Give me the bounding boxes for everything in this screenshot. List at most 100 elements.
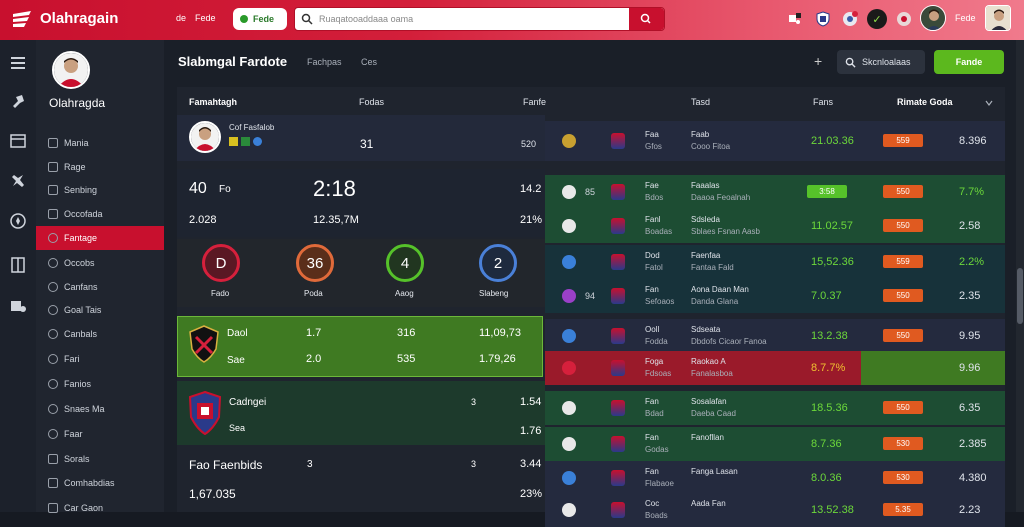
sidebar-item[interactable]: Senbing (36, 178, 164, 202)
header-link-2[interactable]: Ces (361, 57, 378, 67)
sidebar-item[interactable]: Fari (36, 347, 164, 371)
share-icon[interactable] (9, 296, 27, 314)
sidebar-item[interactable]: Canfans (36, 275, 164, 299)
odds-badge[interactable]: 5.35 (883, 503, 923, 516)
team-logo-icon (562, 219, 576, 233)
layout-icon[interactable] (9, 256, 27, 274)
score-d: 12.35,7M (313, 214, 359, 226)
window-icon[interactable] (9, 132, 27, 150)
odds-badge[interactable]: 550 (883, 219, 923, 232)
column-header-3[interactable]: Fanfe (523, 97, 547, 107)
sidebar-item[interactable]: Occobs (36, 251, 164, 275)
sidebar-avatar[interactable] (52, 51, 90, 89)
sidebar-item[interactable]: Sorals (36, 447, 164, 471)
top-link-2[interactable]: Fede (195, 13, 216, 23)
match-row[interactable]: Fan Bdad Sosalafan Daeba Caad 18.5.36 550 6.35 (545, 391, 1005, 425)
scrollbar[interactable] (1016, 40, 1024, 512)
match-row[interactable]: Fan Flabaoe Fanga Lasan 8.0.36 530 4.380 (545, 461, 1005, 495)
sidebar-item[interactable]: Rage (36, 155, 164, 179)
score-c: 2.028 (189, 214, 217, 226)
sidebar-item[interactable]: Fantage (36, 226, 164, 250)
sidebar-item-label: Snaes Ma (64, 404, 105, 414)
header-link-1[interactable]: Fachpas (307, 57, 342, 67)
user-avatar[interactable] (985, 5, 1011, 31)
sidebar-item[interactable]: Goal Tais (36, 298, 164, 322)
puzzle-icon[interactable] (786, 10, 804, 28)
summary-v1: 3 (307, 459, 313, 470)
match-row[interactable]: Coc Boads Aada Fan 13.52.38 5.35 2.23 (545, 493, 1005, 527)
match-detail-b: Fanalasboa (691, 369, 733, 378)
match-row[interactable]: Fanl Boadas Sdsleda Sblaes Fsnan Aasb 11.02.… (545, 209, 1005, 243)
team-crest-icon (611, 254, 625, 270)
shield-icon[interactable] (814, 10, 832, 28)
odds-badge[interactable]: 550 (883, 401, 923, 414)
search-bar[interactable]: Ruaqatooaddaaa oama (294, 7, 665, 31)
sidebar-item[interactable]: Car Gaon (36, 496, 164, 520)
match-score: 13.52.38 (811, 504, 854, 516)
region-pill-button[interactable]: Fede (233, 8, 287, 30)
team-block[interactable] (177, 381, 545, 445)
stat-ring-4[interactable]: 2 (479, 244, 517, 282)
odds-badge[interactable]: 550 (883, 329, 923, 342)
notification-icon[interactable] (841, 10, 859, 28)
search-button[interactable] (629, 8, 664, 30)
chevron-down-icon[interactable] (985, 99, 993, 107)
avatar[interactable] (920, 5, 946, 31)
match-row[interactable]: 85 Fae Bdos Faaalas Daaoa Feoalnah 3:58 550 7.7… (545, 175, 1005, 209)
sidebar-item-label: Mania (64, 138, 89, 148)
sidebar-item[interactable]: Canbals (36, 322, 164, 346)
circle-icon (48, 282, 58, 292)
match-row[interactable]: Foga Fdsoas Raokao A Fanalasboa 8.7.7% 9.96 (545, 351, 1005, 385)
team-crest-icon (611, 436, 625, 452)
team-b: Boads (645, 511, 668, 520)
match-detail-a: Faenfaa (691, 251, 721, 260)
sidebar-item[interactable]: Fanios (36, 372, 164, 396)
settings-icon[interactable] (895, 10, 913, 28)
profile-row[interactable] (177, 115, 545, 161)
sidebar-item[interactable]: Occofada (36, 202, 164, 226)
circle-icon (48, 233, 58, 243)
scrollbar-thumb[interactable] (1017, 268, 1023, 324)
column-header-5[interactable]: Fans (813, 97, 834, 107)
column-header-6[interactable]: Rimate Goda (897, 97, 953, 107)
match-row[interactable]: Fan Godas Fanofllan 8.7.36 530 2.385 (545, 427, 1005, 461)
stat-ring-3[interactable]: 4 (386, 244, 424, 282)
odds-badge[interactable]: 550 (883, 185, 923, 198)
add-icon[interactable]: + (814, 53, 823, 69)
sidebar-item[interactable]: Comhabdias (36, 471, 164, 495)
odds-badge[interactable]: 559 (883, 255, 923, 268)
odds-badge[interactable]: 530 (883, 437, 923, 450)
match-detail-a: Fanofllan (691, 433, 724, 442)
column-header-1[interactable]: Famahtagh (189, 97, 238, 107)
brand-name[interactable]: Olahragain (40, 10, 119, 27)
sidebar-item[interactable]: Snaes Ma (36, 397, 164, 421)
match-row[interactable]: Faa Gfos Faab Cooo Fitoa 21.03.36 559 8.396 (545, 121, 1005, 161)
stat-ring-1[interactable]: D (202, 244, 240, 282)
match-row[interactable]: Ooll Fodda Sdseata Dbdofs Cicaor Fanoa 13.2.… (545, 319, 1005, 353)
highlight-block[interactable] (177, 316, 543, 377)
menu-icon[interactable] (9, 54, 27, 72)
column-header-4[interactable]: Tasd (691, 97, 711, 107)
pin-icon[interactable] (9, 92, 27, 110)
user-label[interactable]: Fede (955, 13, 976, 23)
match-row[interactable]: Dod Fatol Faenfaa Fantaa Fald 15,52.36 559 2.2… (545, 245, 1005, 279)
search-input[interactable]: Ruaqatooaddaaa oama (319, 14, 414, 24)
match-score: 7.0.37 (811, 290, 842, 302)
sport-icon[interactable]: ✓ (866, 8, 888, 30)
sidebar-item[interactable]: Mania (36, 131, 164, 155)
live-score-badge[interactable]: 3:58 (807, 185, 847, 198)
region-pill-label: Fede (253, 14, 275, 24)
odds-badge[interactable]: 550 (883, 289, 923, 302)
action-button[interactable]: Fande (934, 50, 1004, 74)
match-row[interactable]: 94 Fan Sefoaos Aona Daan Man Danda Glana 7.0.… (545, 279, 1005, 313)
top-link-1[interactable]: de (176, 13, 187, 23)
stat-ring-4-label: Slabeng (479, 289, 509, 298)
column-header-2[interactable]: Fodas (359, 97, 385, 107)
filter-button[interactable]: Skcnloalaas (837, 50, 925, 74)
odds-badge[interactable]: 559 (883, 134, 923, 147)
compass-icon[interactable] (9, 212, 27, 230)
sidebar-item[interactable]: Faar (36, 422, 164, 446)
tools-icon[interactable] (9, 172, 27, 190)
odds-badge[interactable]: 530 (883, 471, 923, 484)
stat-ring-2[interactable]: 36 (296, 244, 334, 282)
